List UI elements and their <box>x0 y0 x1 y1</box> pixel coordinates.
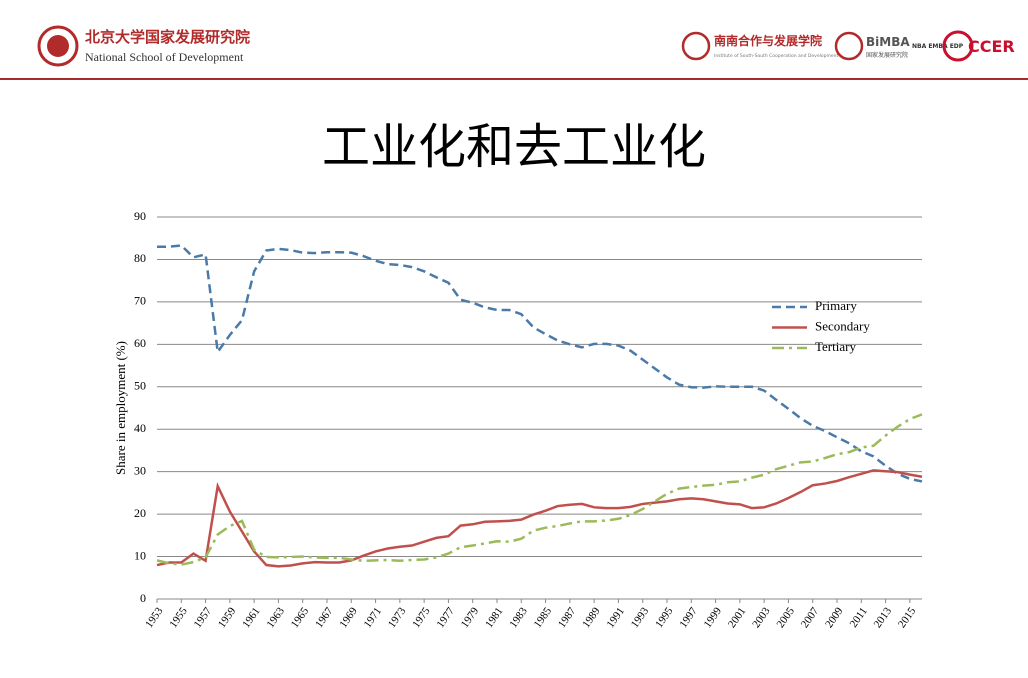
logo <box>681 31 711 61</box>
partner-cn: 南南合作与发展学院 <box>714 33 822 48</box>
y-tick-label: 40 <box>134 421 146 435</box>
series-line <box>156 469 923 568</box>
y-tick-label: 0 <box>140 591 146 605</box>
legend-label: Primary <box>815 298 857 313</box>
series-line <box>157 244 923 483</box>
y-tick-label: 70 <box>134 294 146 308</box>
ccer: CCER <box>968 37 1015 56</box>
y-axis-label: Share in employment (%) <box>113 341 128 475</box>
bimba-cn: 国家发展研究院 <box>866 51 908 59</box>
y-tick-label: 50 <box>134 379 146 393</box>
logo <box>37 25 79 67</box>
org-cn: 北京大学国家发展研究院 <box>85 28 250 46</box>
y-tick-label: 30 <box>134 463 146 477</box>
y-tick-label: 90 <box>134 209 146 223</box>
logo <box>942 30 974 62</box>
y-tick-label: 10 <box>134 548 146 562</box>
programs: NBA EMBA EDP <box>912 43 964 50</box>
y-tick-label: 20 <box>134 506 146 520</box>
logo <box>834 31 864 61</box>
chart-title: 工业化和去工业化 <box>322 119 706 175</box>
bimba: BiMBA <box>866 35 910 49</box>
series-line <box>156 413 923 566</box>
org-en: National School of Development <box>85 50 244 64</box>
legend-label: Secondary <box>815 318 870 333</box>
legend-label: Tertiary <box>815 339 856 354</box>
partner-en: Institute of South-South Cooperation and… <box>714 53 838 59</box>
y-tick-label: 60 <box>134 336 146 350</box>
y-tick-label: 80 <box>134 251 146 265</box>
logo <box>47 35 69 57</box>
